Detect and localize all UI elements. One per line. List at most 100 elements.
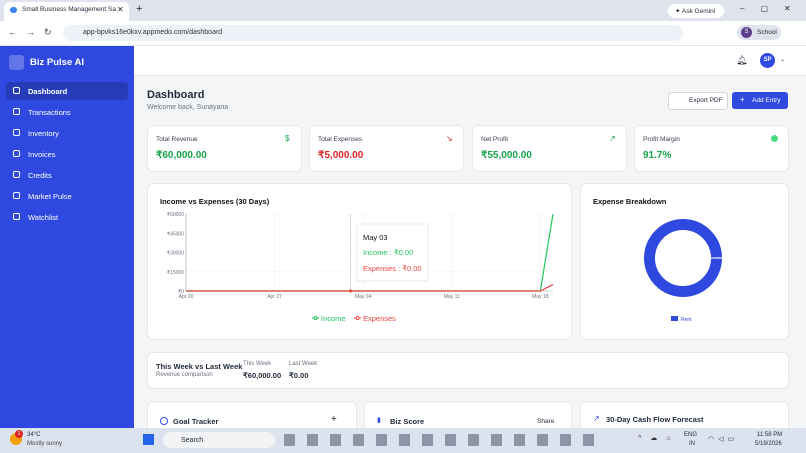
- nav-icon: [13, 87, 20, 94]
- weather-badge: 1: [15, 430, 23, 438]
- goal-title: Goal Tracker: [173, 417, 219, 426]
- series-line: [186, 284, 554, 292]
- weather-temp: 34°C: [27, 432, 41, 438]
- y-tick-label: ₹15000: [167, 270, 184, 276]
- tooltip: [356, 223, 429, 282]
- address-field[interactable]: [63, 25, 683, 41]
- export-button[interactable]: [668, 92, 728, 110]
- nav-label: Invoices: [28, 150, 56, 159]
- week-title: This Week vs Last Week: [156, 362, 243, 371]
- stat-card: Total Revenue $ ₹60,000.00: [147, 125, 302, 172]
- nav-item[interactable]: Invoices: [6, 145, 128, 163]
- y-tick-label: ₹0: [178, 289, 184, 295]
- legend-label: Expenses: [363, 314, 396, 323]
- this-week-value: ₹60,000.00: [243, 371, 282, 380]
- nav-label: Market Pulse: [28, 192, 72, 201]
- new-tab[interactable]: +: [136, 3, 143, 15]
- add-button[interactable]: [732, 92, 788, 109]
- window-controls[interactable]: –▢✕: [740, 4, 806, 13]
- last-week-value: ₹0.00: [289, 371, 309, 380]
- nav-label: Dashboard: [28, 87, 68, 96]
- score-icon: ▮: [377, 417, 381, 424]
- start-button[interactable]: [143, 434, 154, 445]
- tab-bar: [0, 0, 806, 21]
- page-title: Dashboard: [147, 89, 205, 101]
- profile-icon: S: [741, 27, 752, 38]
- clock-date: 5/19/2026: [755, 441, 782, 447]
- nav-label: Watchlist: [28, 213, 59, 222]
- search-box[interactable]: [163, 432, 275, 448]
- nav-buttons[interactable]: ←→↻: [8, 27, 61, 37]
- bell[interactable]: 🔔︎: [736, 55, 748, 65]
- tab-icon: [10, 7, 17, 13]
- nav-icon: [13, 192, 20, 199]
- stat-value: ₹5,000.00: [318, 150, 364, 161]
- tab[interactable]: [4, 2, 129, 21]
- forecast-icon: ↗: [593, 414, 600, 423]
- legend-swatch: [671, 316, 678, 321]
- add-icon: +: [740, 95, 745, 104]
- stat-card: Total Expenses ↘ ₹5,000.00: [309, 125, 464, 172]
- legend-dot: [355, 316, 360, 320]
- gemini-label: ✦ Ask Gemini: [675, 8, 716, 15]
- nav-item[interactable]: Credits: [6, 166, 128, 184]
- stat-icon: [771, 135, 778, 142]
- nav-item[interactable]: Market Pulse: [6, 187, 128, 205]
- nav-label: Transactions: [28, 108, 71, 117]
- goal-icon: [160, 417, 168, 425]
- x-tick-label: May 18: [532, 294, 549, 300]
- nav-item[interactable]: Watchlist: [6, 208, 128, 226]
- region: IN: [689, 441, 695, 447]
- y-tick-label: ₹60000: [167, 212, 184, 218]
- stat-label: Total Revenue: [156, 136, 198, 143]
- tray-icons[interactable]: ^☁⌂: [638, 435, 680, 442]
- stat-icon: ↘: [446, 134, 453, 143]
- avatar[interactable]: SP: [760, 53, 775, 68]
- chart-title: Expense Breakdown: [593, 197, 667, 206]
- pie-slice: [644, 219, 722, 297]
- share-button[interactable]: Share: [537, 418, 555, 425]
- gemini-button[interactable]: [668, 4, 724, 18]
- stat-value: ₹60,000.00: [156, 150, 207, 161]
- stat-label: Net Profit: [481, 136, 509, 143]
- brand-icon: [9, 55, 24, 70]
- score-title: Biz Score: [390, 417, 425, 426]
- x-tick-label: May 11: [444, 294, 460, 300]
- pie-chart-card: [580, 183, 789, 340]
- legend-label: Rent: [681, 317, 692, 323]
- tooltip-title: May 03: [363, 233, 388, 242]
- this-week-label: This Week: [243, 361, 272, 367]
- stat-label: Profit Margin: [643, 136, 680, 143]
- profile-name: School: [757, 29, 777, 36]
- y-tick-label: ₹30000: [167, 251, 184, 257]
- nav-item[interactable]: Dashboard: [6, 82, 128, 100]
- week-subtitle: Revenue comparison: [156, 372, 213, 378]
- system-icons[interactable]: ◠◁▭: [708, 436, 739, 443]
- search-text: Search: [181, 437, 204, 444]
- url: app-bpvks16e0kxv.appmedo.com/dashboard: [83, 29, 223, 36]
- x-tick-label: Apr 20: [179, 294, 194, 300]
- nav-item[interactable]: Transactions: [6, 103, 128, 121]
- stat-value: ₹55,000.00: [481, 150, 532, 161]
- page-subtitle: Welcome back, Sunayana: [147, 104, 229, 111]
- x-tick-label: Apr 27: [267, 294, 282, 300]
- tab-close[interactable]: ✕: [117, 5, 124, 14]
- taskbar-apps[interactable]: [284, 434, 604, 446]
- avatar-caret[interactable]: ⌄: [780, 57, 786, 63]
- stat-label: Total Expenses: [318, 136, 363, 143]
- forecast-title: 30-Day Cash Flow Forecast: [606, 415, 704, 424]
- stat-icon: ↗: [609, 134, 616, 143]
- brand: Biz Pulse AI: [30, 57, 85, 68]
- last-week-label: Last Week: [289, 361, 318, 367]
- nav-label: Inventory: [28, 129, 59, 138]
- weather-text: Mostly sunny: [27, 441, 63, 447]
- nav-icon: [13, 213, 20, 220]
- y-tick-label: ₹45000: [167, 231, 184, 237]
- add-label: Add Entry: [752, 97, 781, 104]
- nav-label: Credits: [28, 171, 52, 180]
- nav-item[interactable]: Inventory: [6, 124, 128, 142]
- nav-icon: [13, 171, 20, 178]
- nav-icon: [13, 150, 20, 157]
- goal-add[interactable]: +: [331, 414, 337, 425]
